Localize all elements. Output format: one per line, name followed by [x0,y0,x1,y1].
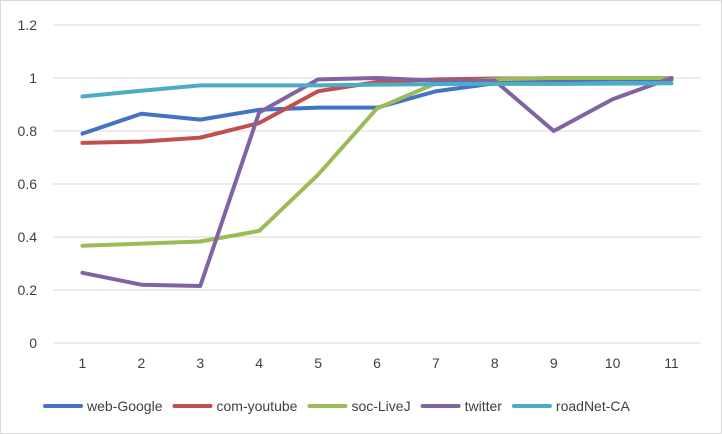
legend: web-Google com-youtube soc-LiveJ twitter roa… [43,398,631,414]
series-line-twitter [80,76,674,289]
y-axis-tick-labels: 0 0.2 0.4 0.6 0.8 1 1.2 [18,17,38,351]
legend-item: com-youtube [172,398,298,414]
legend-item: twitter [420,398,503,414]
legend-item: web-Google [43,398,163,414]
legend-item: soc-LiveJ [307,398,411,414]
series-lines [80,76,674,289]
legend-item: roadNet-CA [511,398,631,414]
legend-label: twitter [465,398,503,414]
x-tick-label: 2 [137,355,145,371]
series-line-soc-livej [80,76,674,248]
gridlines [53,24,701,344]
x-tick-label: 9 [550,355,558,371]
legend-label: web-Google [86,398,163,414]
x-tick-label: 5 [314,355,322,371]
y-tick-label: 0.2 [18,282,38,298]
legend-label: roadNet-CA [556,398,631,414]
x-tick-label: 10 [605,355,621,371]
x-tick-label: 3 [196,355,204,371]
legend-label: soc-LiveJ [351,398,410,414]
x-tick-label: 1 [79,355,87,371]
y-tick-label: 0.4 [18,229,38,245]
series-line-roadnet-ca [80,81,674,99]
y-tick-label: 0 [29,335,37,351]
y-tick-label: 1.2 [18,17,38,33]
y-tick-label: 1 [29,70,37,86]
x-tick-label: 4 [255,355,263,371]
x-tick-label: 6 [373,355,381,371]
legend-label: com-youtube [217,398,298,414]
x-tick-label: 7 [432,355,440,371]
x-tick-label: 8 [491,355,499,371]
y-tick-label: 0.8 [18,123,38,139]
x-axis-tick-labels: 1 2 3 4 5 6 7 8 9 10 11 [79,355,679,371]
x-tick-label: 11 [664,355,679,371]
y-tick-label: 0.6 [18,176,38,192]
